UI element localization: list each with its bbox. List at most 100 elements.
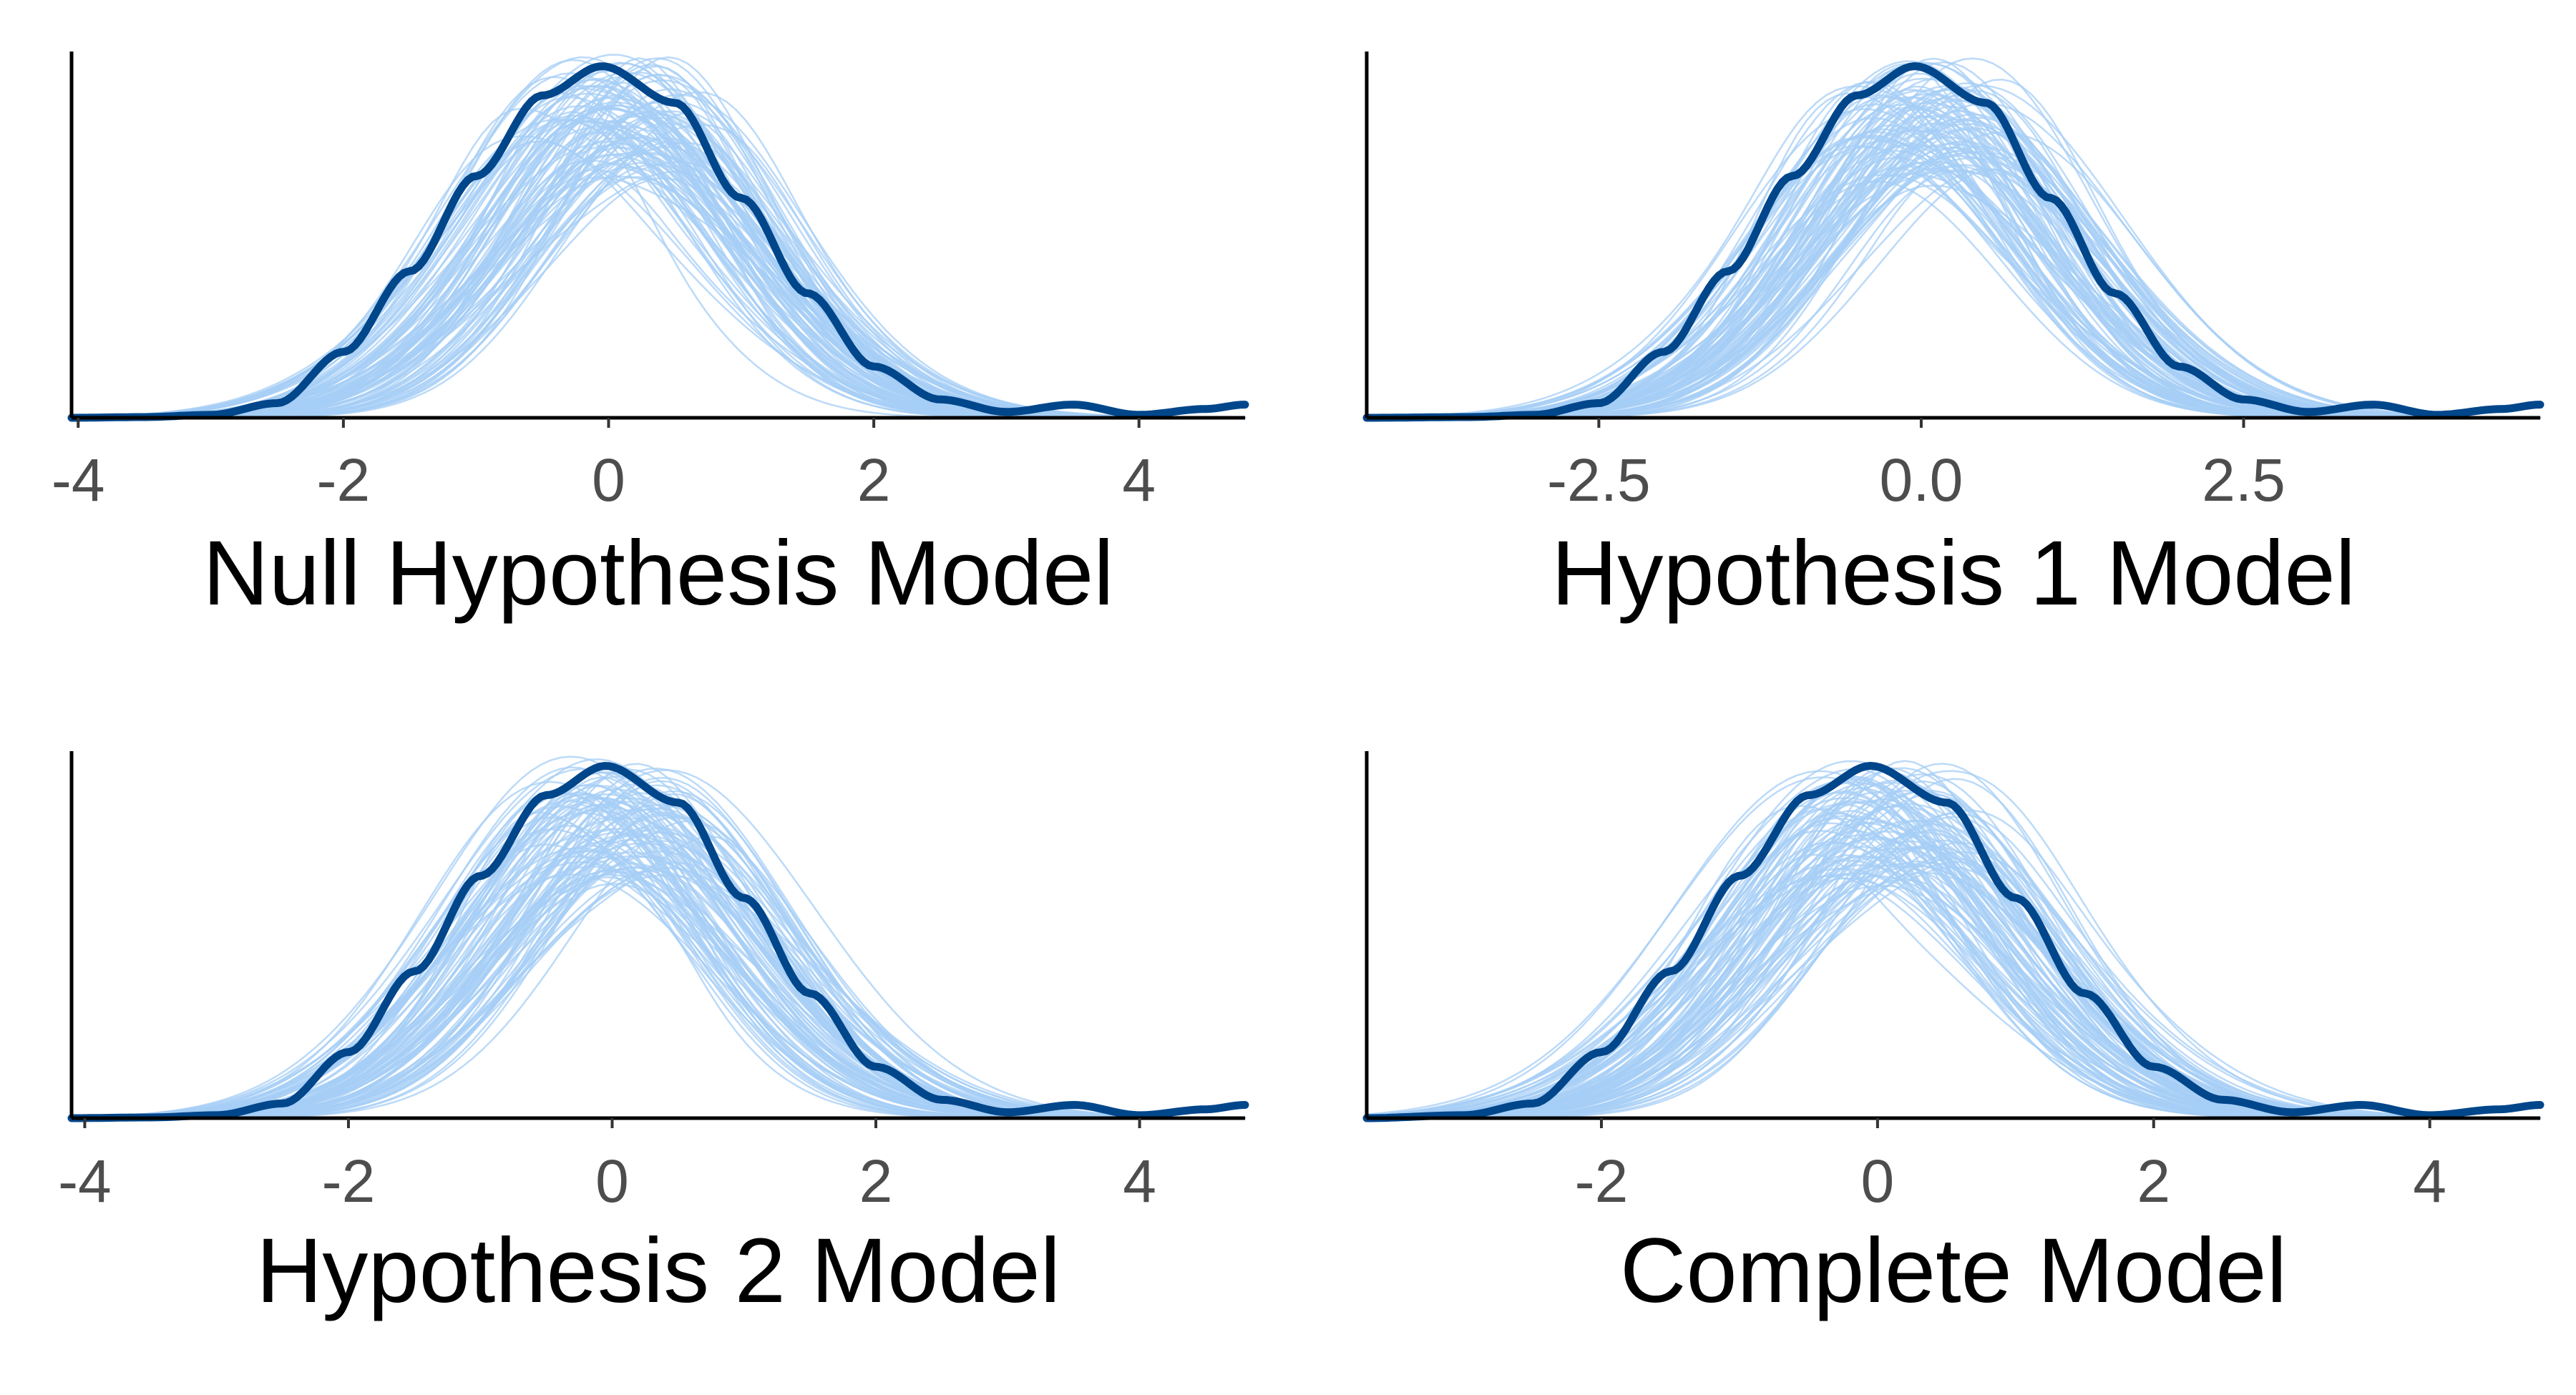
x-tick-label: 2: [859, 1147, 893, 1215]
x-tick-label: 4: [2413, 1147, 2446, 1215]
replicated-density-line: [70, 867, 1246, 1120]
panel-hypothesis-2: -4 -2 0 2 4 Hypothesis 2 Model: [58, 751, 1249, 1322]
replicated-density-line: [70, 85, 1246, 419]
replicated-density-line: [1365, 169, 2542, 419]
replicated-density-line: [70, 843, 1246, 1120]
replicated-density-line: [70, 162, 1246, 419]
replicated-density-line: [70, 833, 1246, 1120]
replicated-density-line: [70, 867, 1246, 1120]
replicated-density-line: [70, 170, 1246, 419]
x-tick-label: 2: [857, 446, 891, 514]
replicated-density-line: [70, 175, 1246, 419]
replicated-density-line: [1365, 85, 2542, 419]
replicated-density-line: [70, 137, 1246, 419]
observed-density-line: [67, 762, 1249, 1122]
replicated-density-line: [70, 164, 1246, 419]
replicated-density-line: [70, 868, 1246, 1120]
replicated-density-line: [70, 176, 1246, 419]
replicated-density-line: [70, 833, 1246, 1120]
replicated-density-line: [1365, 768, 2542, 1120]
x-axis-title: Complete Model: [1620, 1220, 2287, 1322]
replicated-density-line: [70, 873, 1246, 1120]
x-tick-label: 0: [592, 446, 625, 514]
x-tick-label: 4: [1122, 446, 1156, 514]
x-tick-label: 2: [2137, 1147, 2170, 1215]
replicated-density-line: [70, 152, 1246, 419]
x-tick-label: 4: [1123, 1147, 1156, 1215]
replicated-density-line: [1365, 105, 2542, 419]
replicated-density-line: [70, 137, 1246, 419]
replicated-density-line: [1365, 85, 2542, 419]
replicated-density-line: [1365, 866, 2542, 1120]
replicated-density-line: [70, 783, 1246, 1120]
replicated-density-line: [1365, 170, 2542, 419]
panel-hypothesis-1: -2.5 0.0 2.5 Hypothesis 1 Model: [1362, 52, 2545, 625]
replicated-density-line: [70, 768, 1246, 1120]
x-tick-label: -2: [322, 1147, 376, 1215]
replicated-density-line: [70, 798, 1246, 1120]
replicated-density-line: [1365, 62, 2542, 419]
replicated-density-line: [1365, 63, 2542, 419]
replicated-density-lines: [1365, 760, 2542, 1120]
replicated-density-line: [1365, 778, 2542, 1120]
replicated-density-line: [1365, 60, 2542, 419]
observed-density-line: [67, 62, 1249, 422]
replicated-density-line: [70, 109, 1246, 419]
replicated-density-line: [1365, 63, 2542, 419]
replicated-density-line: [1365, 838, 2542, 1120]
replicated-density-line: [1365, 152, 2542, 419]
replicated-density-line: [70, 162, 1246, 419]
replicated-density-line: [70, 166, 1246, 419]
observed-density-line: [1362, 762, 2545, 1122]
replicated-density-line: [70, 842, 1246, 1120]
x-tick-label: 0: [595, 1147, 629, 1215]
replicated-density-line: [1365, 778, 2542, 1120]
replicated-density-line: [70, 873, 1246, 1120]
replicated-density-line: [1365, 180, 2542, 419]
replicated-density-line: [70, 145, 1246, 419]
replicated-density-line: [70, 136, 1246, 419]
replicated-density-line: [1365, 167, 2542, 419]
x-tick-label: 0.0: [1880, 446, 1963, 514]
replicated-density-line: [70, 850, 1246, 1120]
replicated-density-line: [1365, 150, 2542, 419]
replicated-density-lines: [70, 755, 1246, 1120]
x-tick-label: -4: [52, 446, 105, 514]
replicated-density-line: [70, 72, 1246, 419]
replicated-density-line: [1365, 155, 2542, 419]
replicated-density-line: [1365, 790, 2542, 1120]
replicated-density-line: [1365, 131, 2542, 419]
replicated-density-line: [70, 110, 1246, 419]
replicated-density-line: [1365, 778, 2542, 1120]
x-tick-label: -4: [58, 1147, 112, 1215]
replicated-density-line: [1365, 798, 2542, 1120]
replicated-density-line: [70, 176, 1246, 419]
replicated-density-line: [70, 154, 1246, 419]
replicated-density-line: [70, 84, 1246, 419]
x-tick-label: -2: [1575, 1147, 1629, 1215]
replicated-density-line: [70, 169, 1246, 419]
x-tick-label: -2.5: [1547, 446, 1651, 514]
replicated-density-line: [70, 54, 1246, 419]
x-tick-label: -2: [317, 446, 371, 514]
replicated-density-line: [70, 783, 1246, 1120]
replicated-density-line: [1365, 185, 2542, 419]
replicated-density-line: [70, 97, 1246, 419]
replicated-density-line: [1365, 157, 2542, 419]
observed-density-line: [1362, 62, 2545, 422]
replicated-density-line: [70, 146, 1246, 419]
x-axis-title: Hypothesis 1 Model: [1551, 522, 2356, 625]
replicated-density-line: [1365, 168, 2542, 419]
replicated-density-line: [1365, 157, 2542, 419]
replicated-density-line: [1365, 150, 2542, 419]
x-axis-title: Hypothesis 2 Model: [256, 1220, 1060, 1322]
replicated-density-line: [70, 136, 1246, 419]
replicated-density-line: [1365, 173, 2542, 419]
replicated-density-lines: [1365, 57, 2542, 419]
panel-complete: -2 0 2 4 Complete Model: [1362, 751, 2545, 1322]
replicated-density-line: [1365, 779, 2542, 1120]
replicated-density-line: [70, 768, 1246, 1120]
replicated-density-line: [70, 177, 1246, 419]
replicated-density-line: [1365, 160, 2542, 419]
replicated-density-line: [70, 152, 1246, 419]
